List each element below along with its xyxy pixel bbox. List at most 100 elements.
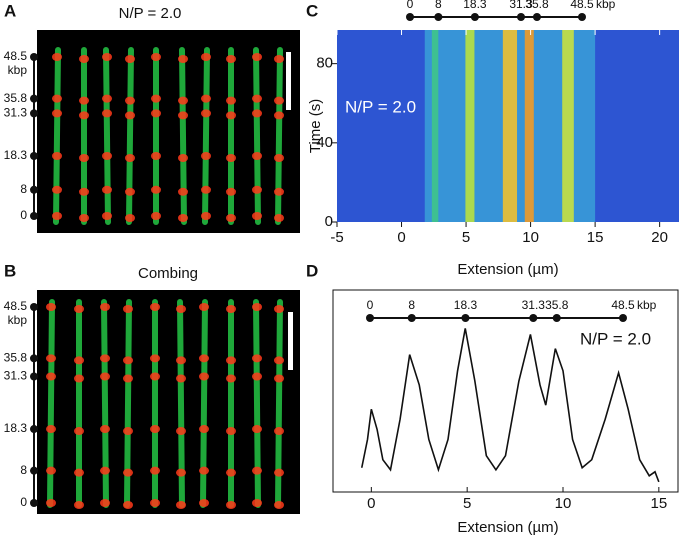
probe-spot bbox=[176, 305, 186, 313]
probe-spot bbox=[100, 372, 110, 381]
probe-spot bbox=[252, 499, 262, 507]
probe-spot bbox=[201, 53, 211, 61]
dna-strand bbox=[179, 47, 187, 225]
probe-spot bbox=[199, 354, 209, 363]
probe-spot bbox=[150, 372, 160, 381]
probe-spot bbox=[176, 427, 186, 436]
panel-title: N/P = 2.0 bbox=[119, 5, 182, 22]
map-dot bbox=[30, 53, 38, 61]
map-label: 31.3 bbox=[4, 369, 28, 383]
map-dot bbox=[552, 314, 561, 322]
plot-annotation: N/P = 2.0 bbox=[580, 329, 651, 348]
probe-spot bbox=[252, 466, 262, 475]
probe-spot bbox=[46, 372, 56, 381]
probe-spot bbox=[178, 214, 188, 222]
probe-spot bbox=[176, 501, 186, 509]
probe-spot bbox=[178, 111, 188, 120]
probe-spot bbox=[125, 187, 135, 196]
probe-spot bbox=[150, 425, 160, 434]
probe-spot bbox=[125, 111, 135, 120]
map-dot bbox=[578, 13, 586, 21]
map-label: 48.5 bbox=[611, 298, 635, 312]
map-label: 18.3 bbox=[4, 148, 28, 162]
probe-spot bbox=[178, 96, 188, 105]
probe-spot bbox=[123, 468, 133, 477]
probe-spot bbox=[150, 303, 160, 311]
probe-spot bbox=[252, 152, 262, 161]
probe-spot bbox=[102, 109, 112, 118]
probe-spot bbox=[46, 425, 56, 434]
probe-spot bbox=[199, 425, 209, 434]
map-label: 18.3 bbox=[463, 0, 487, 11]
probe-spot bbox=[79, 154, 89, 163]
probe-spot bbox=[46, 303, 56, 311]
x-tick-label: 0 bbox=[397, 229, 405, 246]
y-tick-label: 80 bbox=[316, 55, 333, 72]
x-axis-label: Extension (µm) bbox=[457, 519, 558, 536]
probe-spot bbox=[151, 94, 161, 103]
dna-strand bbox=[202, 47, 210, 225]
probe-spot bbox=[150, 466, 160, 475]
probe-spot bbox=[201, 152, 211, 161]
probe-spot bbox=[125, 55, 135, 63]
probe-spot bbox=[102, 212, 112, 220]
map-dot bbox=[406, 13, 414, 21]
probe-spot bbox=[100, 354, 110, 363]
map-label: 0 bbox=[20, 495, 27, 509]
probe-spot bbox=[46, 354, 56, 363]
panel-d: 0 5 10 15 Extension (µm) N/P = 2.0 0 8 18.3 31.3 3… bbox=[332, 289, 679, 536]
probe-spot bbox=[46, 499, 56, 507]
y-axis-label: Time (s) bbox=[307, 99, 324, 153]
heatmap-band bbox=[431, 30, 439, 222]
probe-spot bbox=[178, 187, 188, 196]
probe-spot bbox=[199, 372, 209, 381]
map-label: 48.5 bbox=[4, 299, 28, 313]
map-label: 8 bbox=[20, 182, 27, 196]
probe-spot bbox=[274, 214, 284, 222]
probe-spot bbox=[150, 499, 160, 507]
probe-spot bbox=[102, 152, 112, 161]
map-label: 8 bbox=[435, 0, 442, 11]
probe-spot bbox=[226, 96, 236, 105]
panel-title: Combing bbox=[138, 265, 198, 282]
probe-spot bbox=[150, 354, 160, 363]
heatmap-band bbox=[562, 30, 574, 222]
scale-bar bbox=[288, 312, 293, 370]
map-dot bbox=[30, 94, 38, 103]
map-label: 18.3 bbox=[454, 298, 478, 312]
map-unit: kbp bbox=[8, 63, 28, 77]
probe-spot bbox=[226, 356, 236, 365]
probe-spot bbox=[252, 425, 262, 434]
probe-spot bbox=[201, 185, 211, 194]
probe-spot bbox=[176, 374, 186, 383]
map-dot bbox=[30, 425, 38, 434]
probe-spot bbox=[226, 305, 236, 313]
map-label: 35.8 bbox=[4, 350, 28, 364]
map-dot bbox=[434, 13, 443, 21]
probe-spot bbox=[102, 53, 112, 61]
map-label: 0 bbox=[407, 0, 414, 11]
map-dot bbox=[30, 212, 38, 220]
probe-spot bbox=[52, 53, 62, 61]
x-axis-label: Extension (µm) bbox=[457, 261, 558, 278]
probe-spot bbox=[102, 185, 112, 194]
map-dot bbox=[407, 314, 416, 322]
map-label: 18.3 bbox=[4, 421, 28, 435]
map-dot bbox=[366, 314, 374, 322]
heatmap-band bbox=[465, 30, 475, 222]
probe-spot bbox=[274, 305, 284, 313]
probe-spot bbox=[252, 53, 262, 61]
probe-spot bbox=[125, 96, 135, 105]
probe-spot bbox=[252, 185, 262, 194]
probe-spot bbox=[176, 468, 186, 477]
map-label: 31.3 bbox=[509, 0, 533, 11]
probe-spot bbox=[125, 154, 135, 163]
map-dot bbox=[470, 13, 479, 21]
map-label: 35.8 bbox=[545, 298, 569, 312]
probe-spot bbox=[151, 152, 161, 161]
map-dot bbox=[529, 314, 538, 322]
map-unit: kbp bbox=[596, 0, 616, 11]
probe-spot bbox=[226, 374, 236, 383]
probe-spot bbox=[226, 187, 236, 196]
